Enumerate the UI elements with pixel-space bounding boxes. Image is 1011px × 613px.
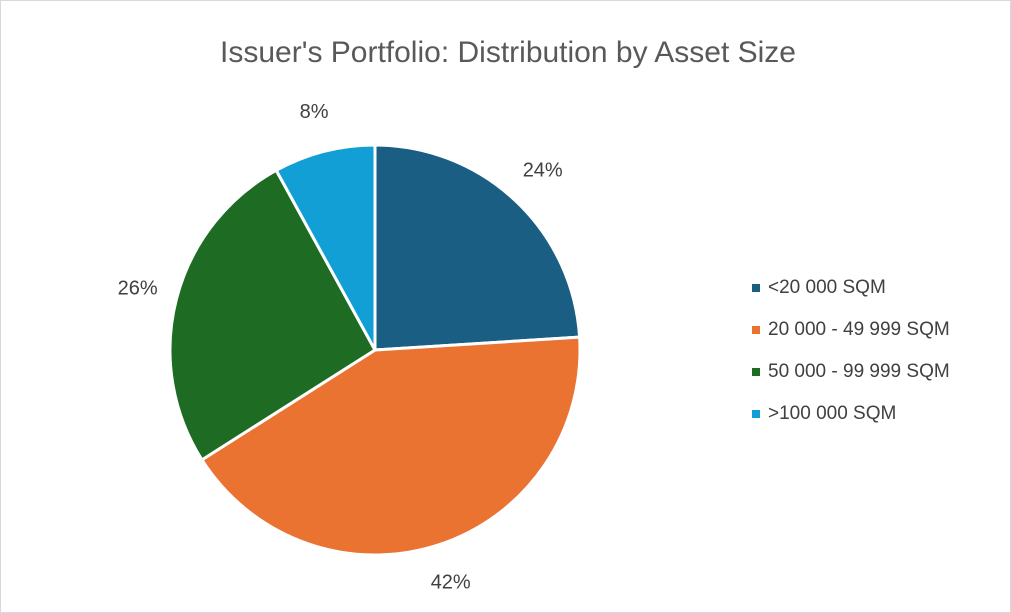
chart-title: Issuer's Portfolio: Distribution by Asse… — [220, 36, 796, 69]
legend-label: <20 000 SQM — [768, 277, 886, 298]
legend-label: 20 000 - 49 999 SQM — [768, 319, 950, 340]
pie-slice — [168, 168, 377, 462]
legend-swatch — [752, 368, 760, 376]
data-label: 24% — [523, 160, 563, 182]
legend-swatch — [752, 410, 760, 418]
data-label: 8% — [300, 101, 329, 123]
legend-swatch — [752, 284, 760, 292]
legend-label: 50 000 - 99 999 SQM — [768, 361, 950, 382]
pie-slice — [274, 143, 377, 351]
pie-slice — [199, 335, 582, 557]
legend-swatch — [752, 326, 760, 334]
legend-label: >100 000 SQM — [768, 403, 896, 424]
data-label: 26% — [118, 277, 158, 299]
pie-slice — [373, 143, 582, 352]
data-label: 42% — [431, 571, 471, 593]
